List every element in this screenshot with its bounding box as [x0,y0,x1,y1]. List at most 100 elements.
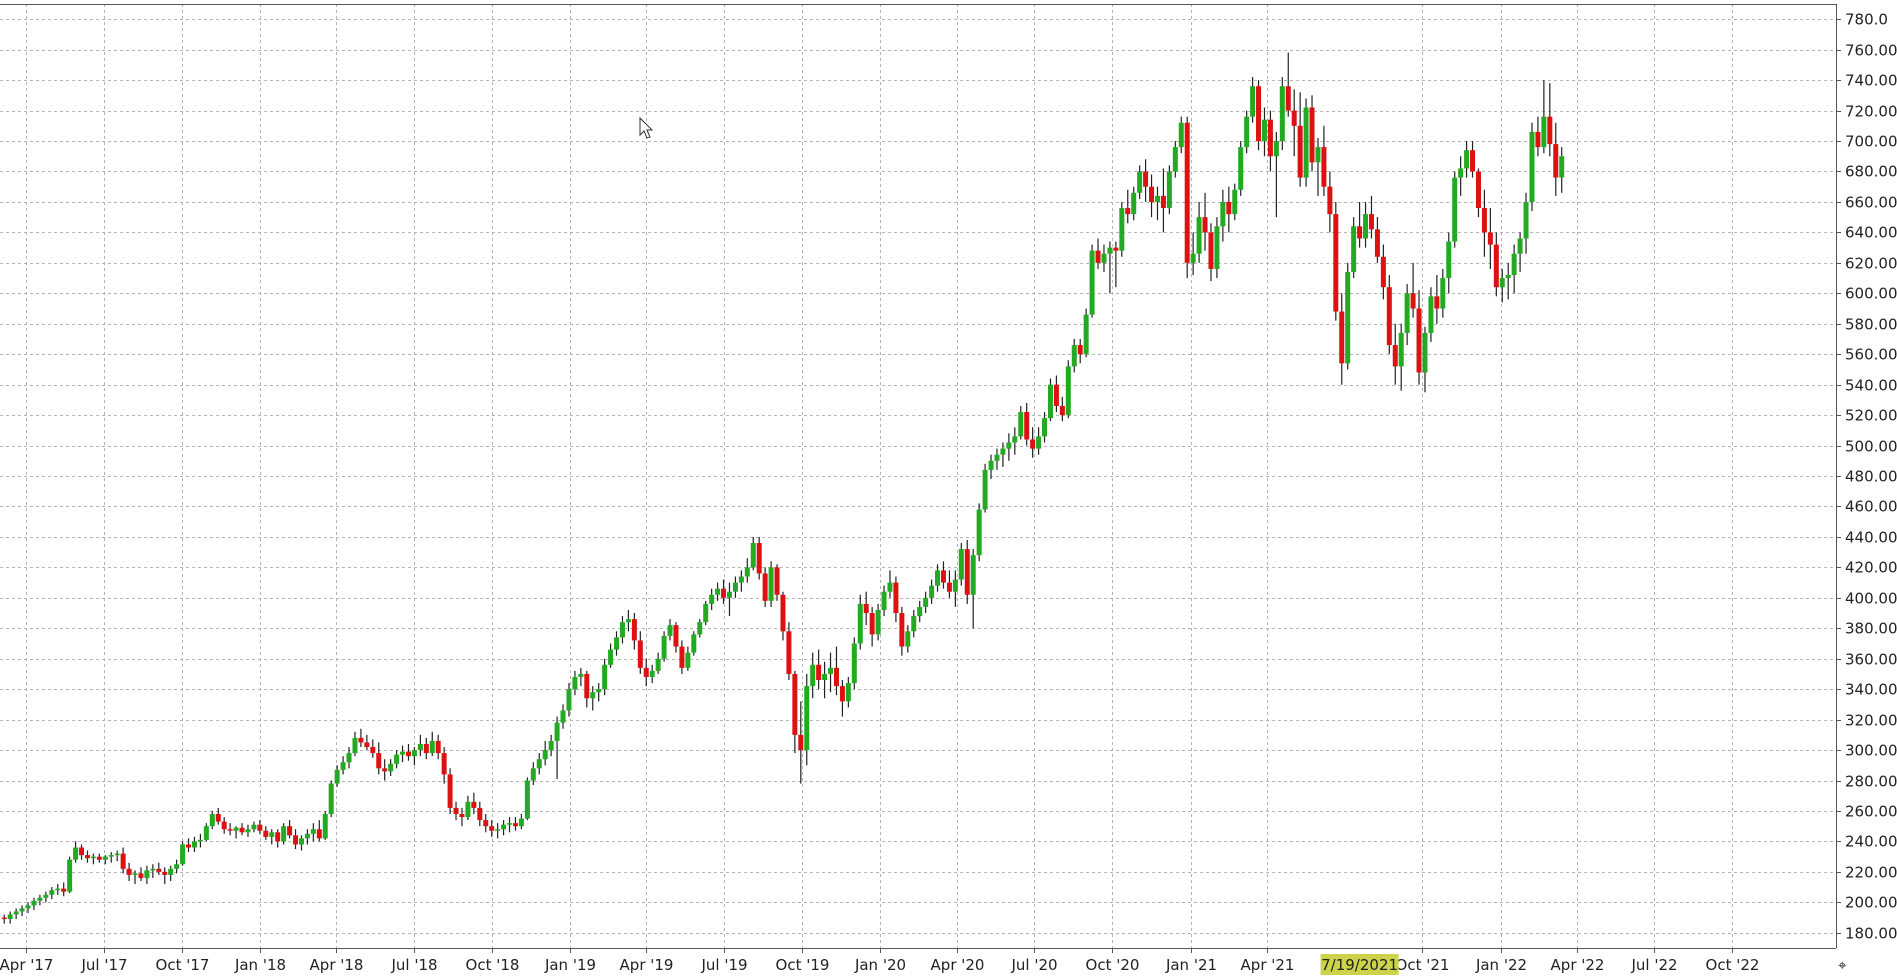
candle[interactable] [869,606,875,647]
candle[interactable] [524,777,530,821]
candle[interactable] [61,882,67,897]
candle[interactable] [631,613,637,650]
candle[interactable] [738,570,744,592]
candle[interactable] [358,728,364,748]
candle[interactable] [560,704,566,729]
candle[interactable] [566,683,572,717]
candle[interactable] [935,564,941,592]
candle[interactable] [1416,290,1422,385]
candle[interactable] [1505,262,1511,300]
candle[interactable] [1517,232,1523,272]
candle[interactable] [459,807,465,827]
candle[interactable] [55,884,61,895]
candle[interactable] [548,734,554,757]
candle[interactable] [1434,275,1440,324]
candle[interactable] [572,670,578,696]
candle[interactable] [43,891,49,903]
candle[interactable] [1422,326,1428,393]
candle[interactable] [465,795,471,821]
candle[interactable] [203,823,209,842]
candle[interactable] [602,658,608,696]
candle[interactable] [804,673,810,766]
candle[interactable] [1166,165,1172,215]
candle[interactable] [1018,405,1024,440]
candle[interactable] [322,810,328,840]
candle[interactable] [298,835,304,851]
candle[interactable] [929,579,935,604]
candle[interactable] [1137,165,1143,199]
candle[interactable] [191,836,197,853]
candle[interactable] [1410,262,1416,318]
candle[interactable] [1273,131,1279,218]
candle[interactable] [1119,201,1125,257]
candle[interactable] [685,646,691,671]
candle[interactable] [1047,378,1053,422]
candle[interactable] [1101,244,1107,272]
candle[interactable] [816,649,822,690]
candle[interactable] [1154,186,1160,221]
candle[interactable] [1244,110,1250,154]
candle[interactable] [245,824,251,837]
candle[interactable] [1256,80,1262,151]
candle[interactable] [1107,241,1113,294]
candle[interactable] [489,820,495,837]
candle[interactable] [507,817,513,833]
candle[interactable] [1404,284,1410,346]
candle[interactable] [287,820,293,839]
candle[interactable] [233,826,239,839]
candle[interactable] [1392,323,1398,385]
candle[interactable] [37,894,43,906]
candle[interactable] [946,570,952,598]
candle[interactable] [982,463,988,513]
candle[interactable] [679,640,685,674]
candle[interactable] [293,829,299,850]
candle[interactable] [1202,192,1208,251]
candle[interactable] [1012,427,1018,455]
candle[interactable] [144,865,150,885]
candle[interactable] [756,536,762,580]
candle[interactable] [328,780,334,818]
candle[interactable] [1030,427,1036,458]
candle[interactable] [1363,201,1369,248]
candles[interactable] [1,52,1565,924]
candle[interactable] [1065,360,1071,419]
candle[interactable] [1529,122,1535,212]
candle[interactable] [1398,323,1404,391]
candle[interactable] [1006,433,1012,461]
candle[interactable] [691,631,697,656]
candle[interactable] [1238,141,1244,196]
candle[interactable] [994,448,1000,470]
candle[interactable] [382,759,388,781]
candle[interactable] [447,768,453,815]
candle[interactable] [703,600,709,626]
candle[interactable] [1559,147,1565,193]
candle[interactable] [79,844,85,860]
candle[interactable] [655,652,661,674]
candle[interactable] [281,823,287,845]
candle[interactable] [857,594,863,650]
candle[interactable] [1196,201,1202,263]
candle[interactable] [411,747,417,766]
candle[interactable] [1440,268,1446,318]
candle[interactable] [1232,183,1238,221]
candle[interactable] [721,579,727,604]
candle[interactable] [839,680,845,717]
candle[interactable] [1095,238,1101,269]
candle[interactable] [905,625,911,653]
candle[interactable] [1214,217,1220,279]
candle[interactable] [477,801,483,827]
candle[interactable] [1357,201,1363,248]
candle[interactable] [1345,262,1351,370]
candle[interactable] [988,454,994,480]
candle[interactable] [1351,217,1357,279]
candle[interactable] [370,739,376,758]
candle[interactable] [673,622,679,653]
candle[interactable] [340,756,346,775]
candle[interactable] [1291,89,1297,157]
candle[interactable] [13,908,19,920]
candle[interactable] [1071,338,1077,373]
candle[interactable] [495,823,501,839]
candle[interactable] [530,762,536,786]
